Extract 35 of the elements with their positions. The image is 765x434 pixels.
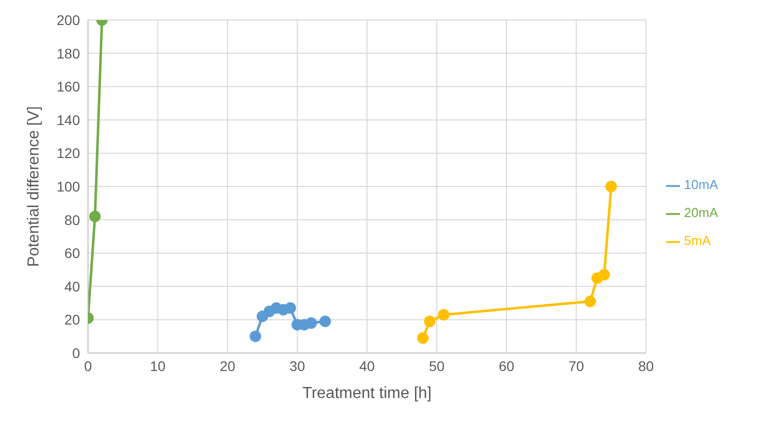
y-tick-label: 60 [64,245,80,262]
legend-label: 10mA [684,177,718,192]
x-tick-label: 60 [498,358,515,374]
legend-label: 20mA [684,205,718,220]
point [584,296,596,308]
x-tick-label: 70 [568,358,584,374]
y-tick-label: 160 [56,78,80,95]
point [250,330,262,342]
point [605,180,617,192]
legend-label: 5mA [684,233,711,248]
x-tick-label: 50 [428,358,445,374]
y-tick-label: 120 [56,145,80,162]
point [319,316,331,328]
y-tick-label: 200 [56,12,80,28]
x-axis-title: Treatment time [h] [302,385,432,402]
x-tick-label: 10 [150,358,166,374]
y-tick-label: 100 [56,178,80,194]
y-tick-label: 20 [64,312,80,328]
point [305,317,317,329]
x-tick-label: 80 [638,358,654,374]
point [284,302,296,314]
y-tick-label: 180 [56,45,80,62]
x-tick-label: 30 [289,358,306,374]
y-tick-label: 80 [64,212,80,228]
point [424,316,436,328]
x-tick-label: 40 [359,358,376,374]
y-tick-label: 0 [72,344,80,361]
point [417,332,429,344]
y-tick-label: 140 [56,112,80,128]
x-tick-label: 20 [220,358,236,374]
point [598,268,610,280]
y-tick-label: 40 [64,278,80,294]
x-tick-label: 0 [84,358,92,374]
point [438,308,450,320]
y-axis-title: Potential difference [V] [26,106,43,267]
